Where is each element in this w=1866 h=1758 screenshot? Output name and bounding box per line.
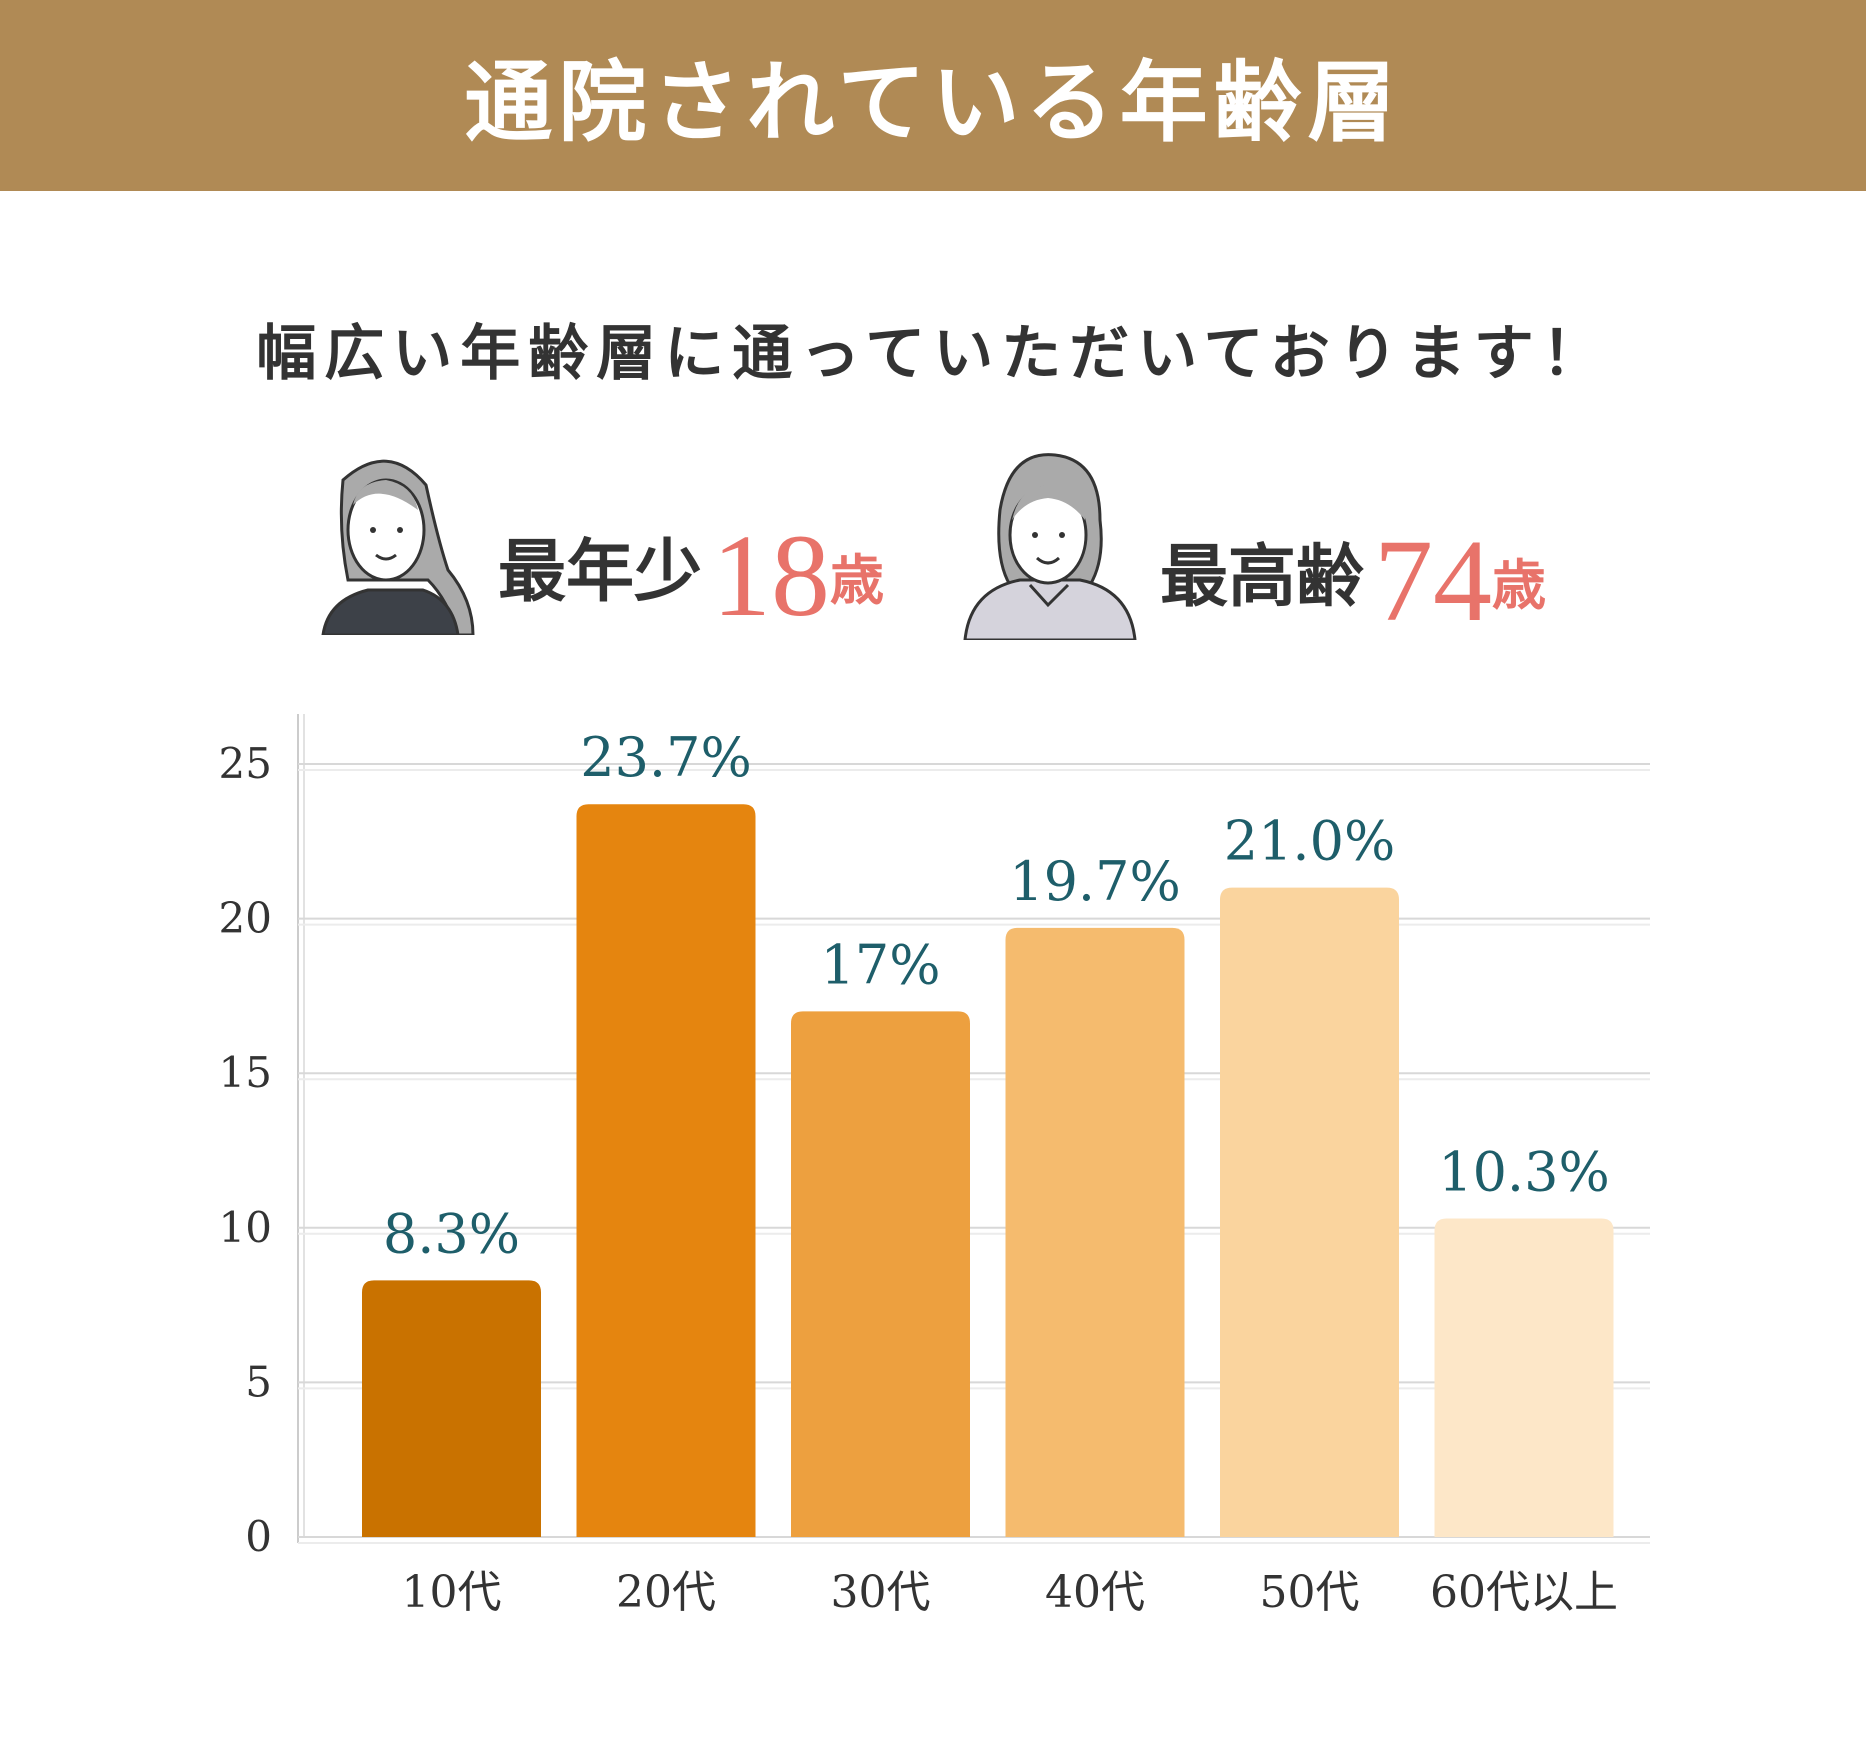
youngest-unit: 歳: [830, 548, 885, 612]
x-tick-label: 30代: [831, 1567, 931, 1618]
data-label: 17%: [820, 933, 940, 996]
bar-50代: [1220, 887, 1399, 1537]
data-label: 23.7%: [580, 726, 752, 789]
oldest-unit: 歳: [1492, 553, 1547, 617]
subtitle: 幅広い年齢層に通っていただいております！: [256, 319, 1610, 389]
bar-40代: [1005, 927, 1185, 1537]
oldest-stat: 最高齢 74 歳: [960, 450, 1546, 640]
page-title: 通院されている年齢層: [464, 50, 1402, 154]
elderly-woman-icon: [963, 453, 1137, 640]
x-tick-label: 20代: [616, 1567, 716, 1618]
y-tick-label: 25: [219, 739, 272, 788]
y-tick-label: 20: [219, 894, 272, 943]
y-tick-label: 10: [219, 1203, 272, 1252]
data-label: 19.7%: [1009, 850, 1181, 913]
bar-60代以上: [1434, 1218, 1614, 1537]
data-label: 21.0%: [1224, 810, 1396, 873]
bar-10代: [362, 1280, 541, 1537]
y-tick-label: 5: [245, 1357, 272, 1406]
oldest-value: 74: [1374, 515, 1493, 646]
data-label: 10.3%: [1438, 1141, 1610, 1204]
x-tick-label: 10代: [402, 1567, 502, 1618]
youngest-stat: 最年少 18 歳: [298, 450, 884, 635]
x-tick-label: 60代以上: [1430, 1567, 1618, 1618]
data-label: 8.3%: [383, 1202, 520, 1265]
youngest-label: 最年少: [498, 532, 703, 612]
y-tick-label: 15: [219, 1048, 272, 1097]
oldest-label: 最高齢: [1160, 537, 1365, 617]
x-tick-label: 40代: [1045, 1567, 1145, 1618]
bar-30代: [791, 1011, 970, 1537]
youngest-value: 18: [712, 510, 831, 641]
bar-20代: [576, 804, 756, 1537]
x-tick-label: 50代: [1260, 1567, 1360, 1618]
header-banner: 通院されている年齢層: [0, 0, 1866, 191]
y-tick-label: 0: [245, 1512, 272, 1561]
young-woman-icon: [321, 459, 475, 635]
